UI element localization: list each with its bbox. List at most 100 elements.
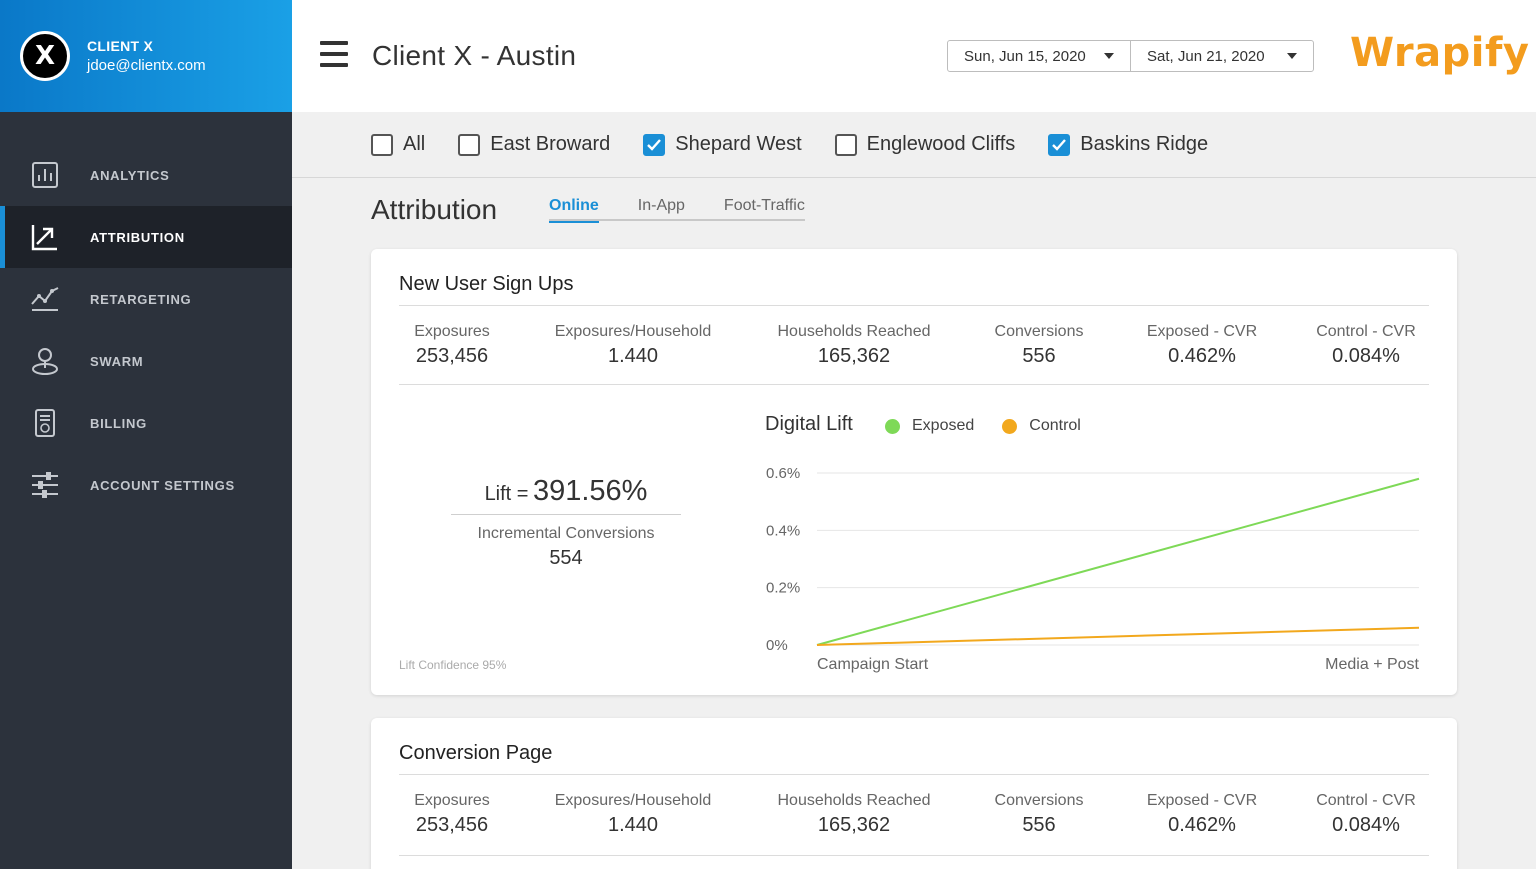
checkbox-checked[interactable]	[643, 133, 666, 156]
invoice-icon	[30, 408, 60, 438]
divider	[399, 384, 1429, 385]
legend-item-control: Control	[1002, 417, 1081, 435]
account-header[interactable]: X CLIENT X jdoe@clientx.com	[0, 0, 292, 112]
filter-englewood-cliffs[interactable]: Englewood Cliffs	[834, 133, 1016, 156]
tab-online[interactable]: Online	[549, 197, 599, 223]
start-date-dropdown[interactable]: Sun, Jun 15, 2020	[948, 41, 1130, 71]
filter-shepard-west[interactable]: Shepard West	[643, 133, 802, 156]
legend-item-exposed: Exposed	[885, 417, 974, 435]
sidebar-item-label: ACCOUNT SETTINGS	[90, 477, 235, 493]
stat-label: Exposures/Household	[554, 792, 712, 809]
stat-exposed-cvr: Exposed - CVR 0.462%	[1137, 792, 1267, 837]
conversion-page-card: Conversion Page Exposures 253,456 Exposu…	[371, 718, 1457, 869]
stat-value: 0.084%	[1332, 814, 1400, 836]
sidebar-item-label: SWARM	[90, 353, 144, 369]
account-info: CLIENT X jdoe@clientx.com	[87, 38, 206, 74]
stat-exposed-cvr: Exposed - CVR 0.462%	[1137, 323, 1267, 368]
stat-conversions: Conversions 556	[979, 792, 1099, 837]
filter-label: Englewood Cliffs	[866, 133, 1016, 155]
stat-label: Conversions	[994, 323, 1084, 340]
lift-label: Lift =	[484, 483, 529, 505]
sidebar-item-analytics[interactable]: ANALYTICS	[0, 144, 292, 206]
stat-label: Households Reached	[777, 792, 931, 809]
checkbox[interactable]	[458, 133, 481, 156]
end-date-value: Sat, Jun 21, 2020	[1147, 47, 1265, 65]
sidebar-item-account-settings[interactable]: ACCOUNT SETTINGS	[0, 454, 292, 516]
sidebar-item-attribution[interactable]: ATTRIBUTION	[0, 206, 292, 268]
menu-icon[interactable]	[320, 41, 348, 69]
checkmark-icon	[1052, 138, 1067, 151]
stat-exposures: Exposures 253,456	[399, 792, 505, 837]
stat-value: 253,456	[415, 814, 489, 836]
stat-households-reached: Households Reached 165,362	[764, 792, 944, 837]
stat-value: 253,456	[415, 345, 489, 367]
account-name: CLIENT X	[87, 38, 154, 54]
filter-label: All	[403, 133, 426, 155]
stat-value: 556	[1022, 814, 1056, 836]
new-user-signups-card: New User Sign Ups Exposures 253,456 Expo…	[371, 249, 1457, 695]
line-graph-icon	[30, 284, 60, 314]
legend-label: Exposed	[912, 417, 975, 434]
stat-value: 165,362	[817, 814, 891, 836]
attribution-tabs: Online In-App Foot-Traffic	[549, 197, 805, 223]
bar-chart-icon	[30, 160, 60, 190]
filter-all[interactable]: All	[371, 133, 425, 156]
x-tick-label: Media + Post	[1325, 656, 1419, 673]
account-email: jdoe@clientx.com	[87, 57, 206, 74]
stat-exposures-household: Exposures/Household 1.440	[543, 323, 723, 368]
end-date-dropdown[interactable]: Sat, Jun 21, 2020	[1130, 41, 1313, 71]
stat-value: 165,362	[817, 345, 891, 367]
filter-label: East Broward	[490, 133, 611, 155]
attribution-icon	[30, 222, 60, 252]
legend-dot	[885, 418, 900, 434]
section-title: Attribution	[371, 194, 498, 225]
tab-in-app[interactable]: In-App	[637, 197, 685, 214]
lift-summary: Lift = 391.56% Incremental Conversions 5…	[451, 475, 681, 570]
incremental-conversions-value: 554	[549, 547, 583, 569]
stats-row: Exposures 253,456 Exposures/Household 1.…	[399, 323, 1429, 403]
checkbox[interactable]	[834, 133, 857, 156]
filter-east-broward[interactable]: East Broward	[458, 133, 610, 156]
stat-value: 1.440	[607, 345, 659, 367]
stat-label: Control - CVR	[1316, 792, 1416, 809]
stat-exposures: Exposures 253,456	[399, 323, 505, 368]
sidebar-item-label: RETARGETING	[90, 291, 192, 307]
stat-value: 0.462%	[1168, 345, 1236, 367]
stat-value: 0.462%	[1168, 814, 1236, 836]
divider	[399, 774, 1429, 775]
stat-conversions: Conversions 556	[979, 323, 1099, 368]
stat-value: 1.440	[607, 814, 659, 836]
stat-control-cvr: Control - CVR 0.084%	[1305, 792, 1427, 837]
sidebar: X CLIENT X jdoe@clientx.com ANALYTICS AT…	[0, 0, 292, 869]
filter-baskins-ridge[interactable]: Baskins Ridge	[1048, 133, 1208, 156]
stat-value: 0.084%	[1332, 345, 1400, 367]
location-pin-icon	[30, 346, 60, 376]
stat-control-cvr: Control - CVR 0.084%	[1305, 323, 1427, 368]
tab-foot-traffic[interactable]: Foot-Traffic	[723, 197, 805, 214]
chart-legend: Exposed Control	[885, 417, 1109, 435]
y-tick-label: 0.6%	[766, 465, 800, 482]
chart-title: Digital Lift	[765, 413, 853, 435]
sidebar-item-billing[interactable]: BILLING	[0, 392, 292, 454]
stat-value: 556	[1022, 345, 1056, 367]
card-title: Conversion Page	[399, 742, 553, 764]
checkbox[interactable]	[371, 133, 393, 156]
series-line-exposed	[816, 477, 1420, 646]
caret-down-icon	[1104, 53, 1114, 59]
caret-down-icon	[1287, 53, 1297, 59]
sidebar-item-retargeting[interactable]: RETARGETING	[0, 268, 292, 330]
sidebar-item-swarm[interactable]: SWARM	[0, 330, 292, 392]
checkmark-icon	[647, 138, 662, 151]
filter-label: Shepard West	[675, 133, 802, 155]
stat-households-reached: Households Reached 165,362	[764, 323, 944, 368]
page-title: Client X - Austin	[372, 40, 577, 71]
stat-label: Control - CVR	[1316, 323, 1416, 340]
series-line-control	[816, 626, 1420, 646]
divider	[399, 305, 1429, 306]
wrapify-logo: Wrapify	[1350, 30, 1530, 76]
lift-value: 391.56%	[532, 475, 648, 507]
date-range-picker: Sun, Jun 15, 2020 Sat, Jun 21, 2020	[947, 40, 1314, 72]
legend-dot	[1002, 418, 1018, 434]
checkbox-checked[interactable]	[1048, 133, 1071, 156]
x-tick-label: Campaign Start	[817, 656, 929, 673]
